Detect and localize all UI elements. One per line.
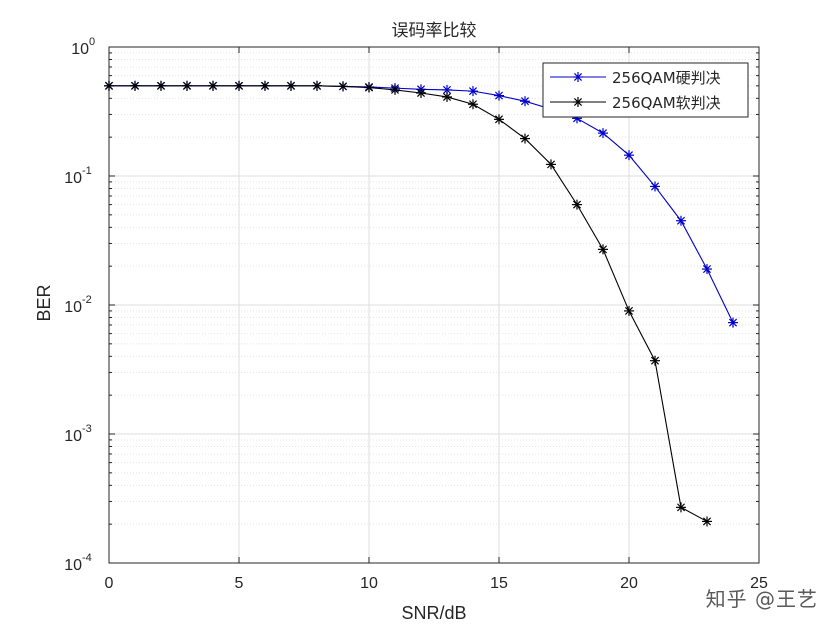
data-point [598, 128, 608, 139]
legend-label: 256QAM硬判决 [612, 69, 721, 87]
legend-box [542, 62, 749, 118]
data-point [338, 81, 348, 92]
y-tick-exponent: -2 [82, 294, 92, 306]
legend: 256QAM硬判决 256QAM软判决 [542, 62, 749, 118]
data-point [728, 317, 738, 328]
x-axis-label: SNR/dB [401, 603, 466, 623]
x-tick-label: 10 [360, 575, 378, 592]
y-tick-base: 10 [64, 428, 82, 445]
data-point [468, 86, 478, 97]
x-tick-label: 0 [105, 575, 114, 592]
data-point [573, 72, 583, 82]
data-point [650, 181, 660, 192]
data-point [182, 80, 192, 91]
data-point [468, 99, 478, 110]
data-point [702, 264, 712, 275]
grid [108, 46, 760, 564]
x-tick-labels: 0 5 10 15 20 25 [105, 575, 768, 592]
data-point [364, 82, 374, 93]
data-point [572, 199, 582, 210]
y-tick-base: 10 [64, 299, 82, 316]
series-soft-decision [104, 80, 712, 527]
data-point [702, 516, 712, 527]
y-tick-label: 10 -2 [64, 294, 92, 316]
y-tick-exponent: -1 [82, 165, 92, 177]
y-tick-base: 10 [64, 557, 82, 574]
data-point [234, 80, 244, 91]
x-tick-label: 25 [750, 575, 768, 592]
y-tick-label: 10 -4 [64, 552, 92, 574]
x-tick-label: 15 [490, 575, 508, 592]
data-point [546, 159, 556, 170]
data-point [494, 114, 504, 125]
y-tick-exponent: -4 [82, 552, 92, 564]
y-tick-base: 10 [71, 41, 89, 58]
y-axis-label: BER [34, 284, 54, 321]
plot-frame [108, 46, 760, 564]
y-tick-exponent: 0 [89, 36, 95, 48]
data-point [260, 80, 270, 91]
data-point [624, 150, 634, 161]
data-point [573, 97, 583, 107]
data-point [676, 502, 686, 513]
data-point [156, 80, 166, 91]
y-tick-label: 10 0 [71, 36, 95, 58]
series-layer [104, 80, 738, 527]
data-point [676, 215, 686, 226]
data-point [520, 96, 530, 107]
data-point [520, 133, 530, 144]
data-point [130, 80, 140, 91]
y-tick-base: 10 [64, 170, 82, 187]
legend-item: 256QAM软判决 [550, 94, 721, 112]
data-point [390, 84, 400, 95]
data-point [624, 305, 634, 316]
chart-title: 误码率比较 [392, 21, 477, 41]
data-point [494, 90, 504, 101]
data-point [416, 87, 426, 98]
data-point [442, 91, 452, 102]
x-tick-label: 20 [620, 575, 638, 592]
data-point [312, 80, 322, 91]
legend-item: 256QAM硬判决 [550, 69, 721, 87]
x-tick-label: 5 [235, 575, 244, 592]
y-tick-exponent: -3 [82, 423, 92, 435]
legend-label: 256QAM软判决 [612, 94, 721, 112]
y-tick-label: 10 -3 [64, 423, 92, 445]
watermark: 知乎 @王艺 [705, 587, 818, 611]
y-tick-label: 10 -1 [64, 165, 92, 187]
data-point [598, 244, 608, 255]
data-point [650, 355, 660, 366]
data-point [286, 80, 296, 91]
data-point [208, 80, 218, 91]
data-point [104, 80, 114, 91]
